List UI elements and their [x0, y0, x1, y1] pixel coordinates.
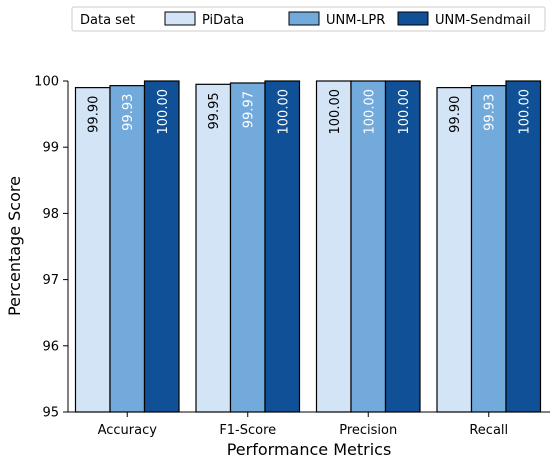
y-tick-label: 97 [42, 273, 59, 288]
bar-data-label: 100.00 [362, 89, 377, 135]
x-tick-label: F1-Score [219, 423, 276, 438]
x-axis: Accuracy F1-Score Precision Recall [68, 411, 550, 438]
bar-labels-group: 99.90 99.93 100.00 99.95 99.97 100.00 100.00 10… [87, 89, 533, 135]
legend: Data set PiData UNM-LPR UNM-Sendmail [71, 6, 546, 32]
bar-pidata-f1-score [195, 83, 232, 413]
bar-unm-sendmail-accuracy [143, 80, 180, 413]
y-axis: 95 96 97 98 99 100 [34, 75, 69, 421]
legend-title: Data set [80, 13, 135, 28]
bar-data-label: 99.90 [87, 96, 102, 133]
bar-data-label: 100.00 [397, 89, 412, 135]
y-axis-title: Percentage Score [5, 176, 24, 316]
bar-pidata-accuracy [74, 87, 111, 413]
y-tick-label: 100 [34, 75, 59, 90]
bars-group [74, 80, 542, 413]
legend-label: PiData [202, 13, 244, 28]
bar-unm-sendmail-f1-score [264, 80, 301, 413]
bar-data-label: 100.00 [517, 89, 532, 135]
bar-data-label: 99.90 [448, 96, 463, 133]
x-tick-label: Recall [469, 423, 508, 438]
bar-data-label: 100.00 [328, 89, 343, 135]
bar-unm-lpr-accuracy [109, 85, 146, 413]
bar-data-label: 99.93 [121, 94, 136, 131]
y-tick-label: 99 [42, 141, 59, 156]
y-tick-label: 96 [42, 339, 59, 354]
x-tick-label: Precision [339, 423, 397, 438]
bar-data-label: 100.00 [156, 89, 171, 135]
x-tick-label: Accuracy [98, 423, 158, 438]
bar-unm-lpr-recall [470, 85, 507, 413]
legend-swatch [288, 11, 320, 26]
legend-entries: PiData UNM-LPR UNM-Sendmail [164, 11, 531, 28]
x-axis-title: Performance Metrics [227, 440, 392, 459]
legend-swatch [164, 11, 196, 26]
bar-unm-lpr-f1-score [229, 82, 266, 413]
legend-label: UNM-Sendmail [435, 13, 531, 28]
legend-label: UNM-LPR [326, 13, 385, 28]
y-tick-label: 98 [42, 207, 59, 222]
bar-data-label: 99.95 [207, 92, 222, 129]
bar-data-label: 100.00 [276, 89, 291, 135]
bar-pidata-precision [315, 80, 352, 413]
bar-data-label: 99.97 [242, 91, 257, 128]
legend-swatch [397, 11, 429, 26]
bar-pidata-recall [436, 87, 473, 413]
bar-data-label: 99.93 [483, 94, 498, 131]
y-tick-label: 95 [42, 406, 59, 421]
